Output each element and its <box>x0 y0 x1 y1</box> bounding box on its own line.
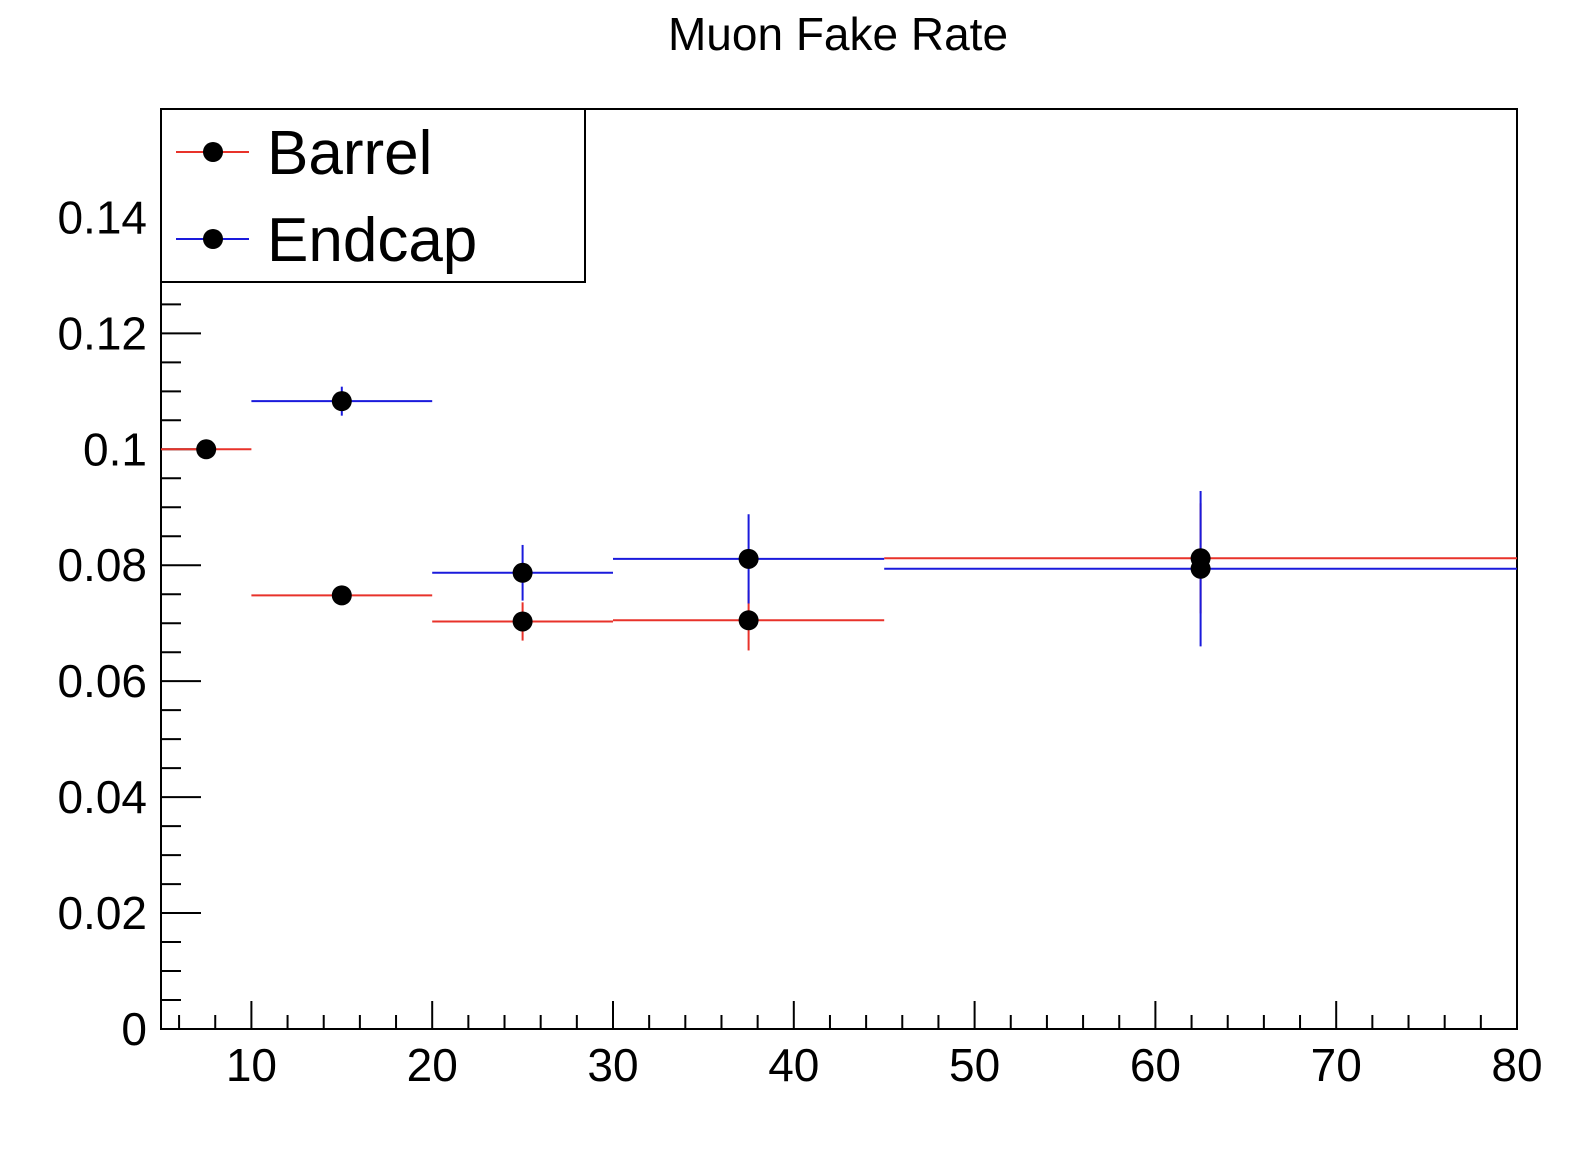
data-point <box>738 548 759 569</box>
data-point <box>512 562 533 583</box>
series-group <box>161 386 1517 651</box>
x-tick-label: 70 <box>1311 1039 1362 1091</box>
x-tick-label: 40 <box>768 1039 819 1091</box>
y-tick-label: 0.14 <box>57 191 147 243</box>
axes-group: 10 20 30 40 50 60 70 80 0 0.02 0.04 0.06 0.08 0.1 0.12… <box>57 129 1543 1091</box>
y-tick-label: 0.12 <box>57 307 147 359</box>
series-barrel <box>161 448 1517 651</box>
data-point <box>331 391 352 412</box>
legend-label: Endcap <box>267 206 477 275</box>
series-endcap <box>251 386 1517 647</box>
data-point <box>738 610 759 631</box>
y-tick-label: 0.08 <box>57 539 147 591</box>
legend-marker <box>203 142 223 162</box>
chart-title: Muon Fake Rate <box>668 8 1008 60</box>
markers-barrel <box>196 439 1211 632</box>
legend-label: Barrel <box>267 119 432 188</box>
data-point <box>331 585 352 606</box>
data-point <box>512 611 533 632</box>
y-tick-label: 0.06 <box>57 655 147 707</box>
y-tick-label: 0 <box>121 1003 147 1055</box>
y-tick-label: 0.02 <box>57 887 147 939</box>
legend-box <box>160 108 586 283</box>
legend-marker <box>203 229 223 249</box>
data-point <box>1190 558 1211 579</box>
legend: Barrel Endcap <box>160 108 586 283</box>
markers-endcap <box>331 391 1211 583</box>
y-tick-label: 0.1 <box>83 423 147 475</box>
y-tick-label: 0.04 <box>57 771 147 823</box>
x-tick-label: 50 <box>949 1039 1000 1091</box>
x-tick-label: 10 <box>226 1039 277 1091</box>
x-tick-label: 20 <box>407 1039 458 1091</box>
x-tick-label: 80 <box>1491 1039 1542 1091</box>
x-tick-label: 60 <box>1130 1039 1181 1091</box>
x-tick-label: 30 <box>587 1039 638 1091</box>
data-point <box>196 439 217 460</box>
